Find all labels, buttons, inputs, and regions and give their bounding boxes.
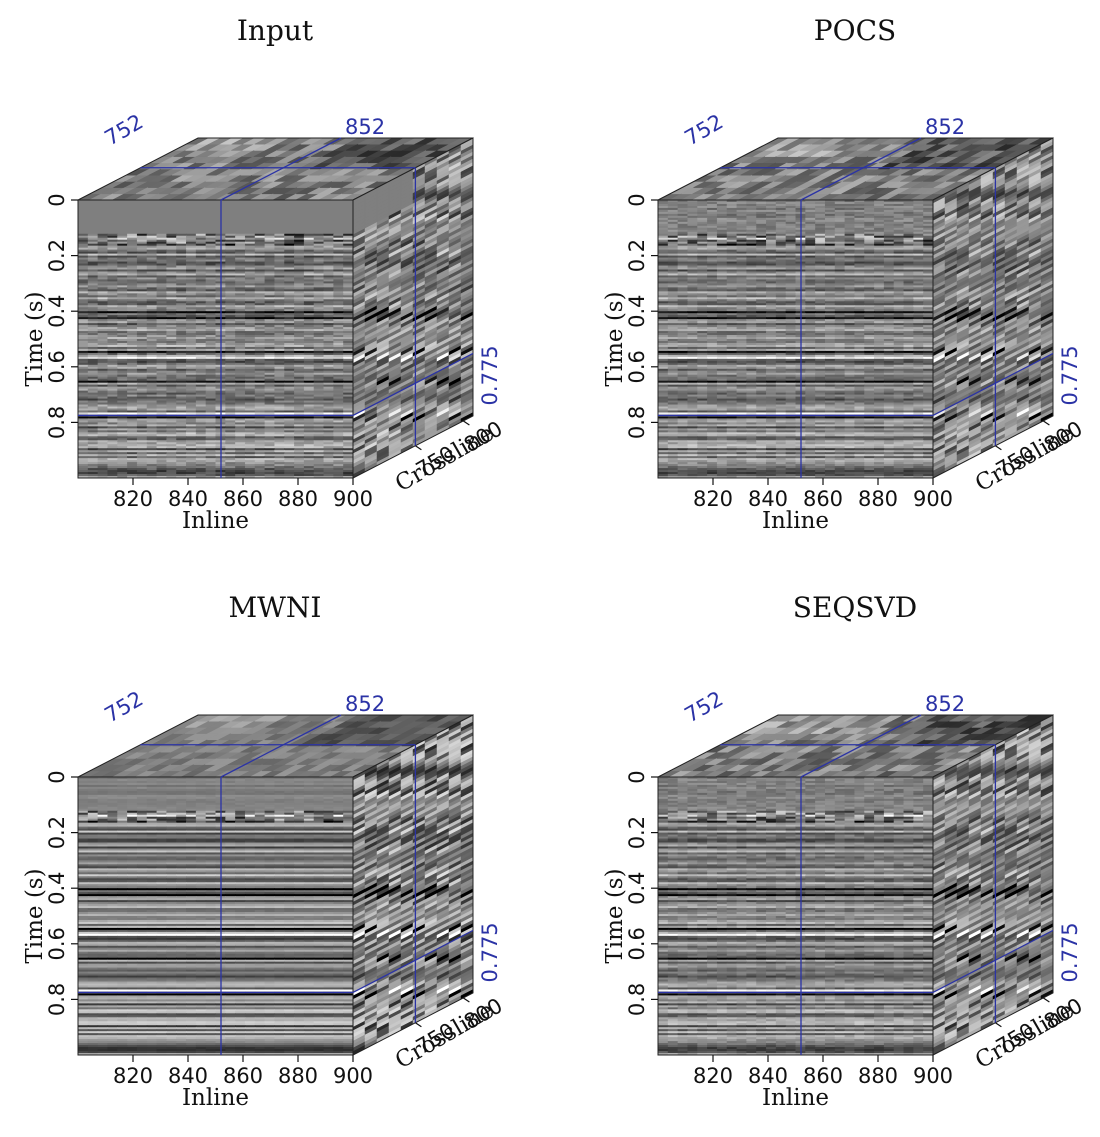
time-tick-label: 0.4	[625, 294, 649, 327]
inline-marker-label: 852	[925, 692, 965, 716]
inline-tick-label: 820	[693, 1064, 733, 1088]
time-tick-label: 0	[45, 770, 69, 783]
inline-tick-label: 820	[113, 1064, 153, 1088]
time-tick-label: 0.8	[625, 983, 649, 1016]
time-tick-label: 0.4	[45, 871, 69, 904]
inline-tick-label: 880	[278, 1064, 318, 1088]
panel-title: Input	[237, 14, 314, 47]
cube-front-face	[78, 777, 354, 1056]
crossline-marker-label: 752	[681, 686, 728, 727]
cube-front-face	[78, 200, 354, 479]
panel-title: POCS	[814, 14, 896, 47]
inline-marker-label: 852	[345, 692, 385, 716]
time-tick-label: 0.2	[625, 239, 649, 272]
time-tick-label: 0.4	[625, 871, 649, 904]
panel-input: Input 852 752 0.775 0 0.2 0.4 0.6 0.8 Time (s) 82…	[0, 0, 550, 560]
cube-figure-mwni: MWNI 852 752 0.775 0 0.2 0.4 0.6 0.8 Time (s) 820…	[0, 577, 550, 1137]
time-marker-label: 0.775	[1058, 345, 1082, 405]
time-tick-label: 0.8	[45, 983, 69, 1016]
cube-figure-input: Input 852 752 0.775 0 0.2 0.4 0.6 0.8 Time (s) 82…	[0, 0, 550, 560]
crossline-tick	[415, 1023, 421, 1027]
inline-tick-label: 880	[858, 1064, 898, 1088]
time-axis-label: Time (s)	[22, 291, 48, 386]
time-tick-label: 0.4	[45, 294, 69, 327]
inline-marker-label: 852	[345, 115, 385, 139]
crossline-marker-label: 752	[101, 686, 148, 727]
time-tick-label: 0.6	[45, 927, 69, 960]
panel-title: MWNI	[228, 591, 321, 624]
inline-tick-label: 900	[913, 487, 953, 511]
time-tick-label: 0.2	[625, 816, 649, 849]
inline-tick-label: 900	[333, 1064, 373, 1088]
crossline-tick	[1043, 998, 1049, 1002]
crossline-tick	[995, 1023, 1001, 1027]
time-tick-label: 0.2	[45, 816, 69, 849]
inline-axis-label: Inline	[762, 1085, 829, 1111]
time-marker-label: 0.775	[478, 345, 502, 405]
time-tick-label: 0.6	[625, 350, 649, 383]
time-axis-label: Time (s)	[602, 868, 628, 963]
crossline-tick	[995, 446, 1001, 450]
inline-marker-label: 852	[925, 115, 965, 139]
time-axis-label: Time (s)	[602, 291, 628, 386]
time-tick-label: 0.8	[625, 406, 649, 439]
panel-seqsvd: SEQSVD 852 752 0.775 0 0.2 0.4 0.6 0.8 Time (s) 8…	[580, 577, 1100, 1137]
cube-figure-seqsvd: SEQSVD 852 752 0.775 0 0.2 0.4 0.6 0.8 Time (s) 8…	[580, 577, 1100, 1137]
crossline-tick	[463, 998, 469, 1002]
crossline-marker-label: 752	[101, 109, 148, 150]
time-axis-label: Time (s)	[22, 868, 48, 963]
crossline-tick	[1043, 421, 1049, 425]
cube-figure-pocs: POCS 852 752 0.775 0 0.2 0.4 0.6 0.8 Time (s) 820…	[580, 0, 1100, 560]
panel-pocs: POCS 852 752 0.775 0 0.2 0.4 0.6 0.8 Time (s) 820…	[580, 0, 1100, 560]
crossline-marker-label: 752	[681, 109, 728, 150]
time-tick-label: 0	[625, 193, 649, 206]
inline-tick-label: 900	[913, 1064, 953, 1088]
time-tick-label: 0.6	[45, 350, 69, 383]
inline-tick-label: 880	[858, 487, 898, 511]
time-tick-label: 0	[45, 193, 69, 206]
crossline-tick	[415, 446, 421, 450]
panel-title: SEQSVD	[793, 591, 917, 624]
time-marker-label: 0.775	[1058, 922, 1082, 982]
cube-front-face	[658, 200, 934, 479]
panel-mwni: MWNI 852 752 0.775 0 0.2 0.4 0.6 0.8 Time (s) 820…	[0, 577, 550, 1137]
time-tick-label: 0.6	[625, 927, 649, 960]
inline-tick-label: 900	[333, 487, 373, 511]
time-tick-label: 0.2	[45, 239, 69, 272]
inline-tick-label: 880	[278, 487, 318, 511]
cube-front-face	[658, 777, 934, 1056]
inline-axis-label: Inline	[182, 508, 249, 534]
inline-axis-label: Inline	[182, 1085, 249, 1111]
inline-tick-label: 820	[693, 487, 733, 511]
time-marker-label: 0.775	[478, 922, 502, 982]
inline-axis-label: Inline	[762, 508, 829, 534]
crossline-tick	[463, 421, 469, 425]
inline-tick-label: 820	[113, 487, 153, 511]
time-tick-label: 0.8	[45, 406, 69, 439]
time-tick-label: 0	[625, 770, 649, 783]
